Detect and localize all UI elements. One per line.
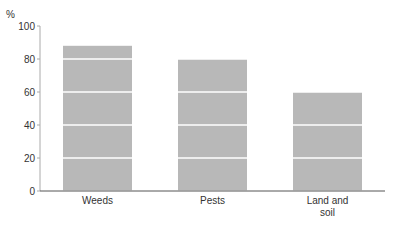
y-tick bbox=[37, 191, 40, 192]
y-tick bbox=[37, 92, 40, 93]
grid-line bbox=[40, 26, 385, 27]
y-tick bbox=[37, 26, 40, 27]
bar bbox=[63, 46, 132, 191]
grid-line bbox=[40, 124, 385, 126]
grid-line bbox=[40, 91, 385, 93]
grid-line bbox=[40, 157, 385, 159]
y-tick bbox=[37, 59, 40, 60]
y-tick-label: 100 bbox=[18, 21, 35, 32]
y-tick-label: 40 bbox=[24, 120, 36, 131]
y-tick-label: 0 bbox=[29, 186, 35, 197]
y-tick-label: 80 bbox=[24, 54, 36, 65]
grid-line bbox=[40, 190, 385, 191]
bar bbox=[293, 92, 362, 191]
chart-svg: 0 20 40 60 80 100% Weeds Pests Land andsoil bbox=[0, 0, 397, 227]
y-tick bbox=[37, 125, 40, 126]
x-tick-label: Weeds bbox=[82, 195, 113, 206]
x-tick-label: Land andsoil bbox=[307, 195, 349, 218]
y-axis-label: % bbox=[6, 9, 15, 20]
plot-area bbox=[40, 26, 385, 191]
y-tick bbox=[37, 158, 40, 159]
y-tick-label: 20 bbox=[24, 153, 36, 164]
grid-line bbox=[40, 58, 385, 60]
x-axis-line bbox=[40, 191, 385, 192]
x-tick-label: Pests bbox=[200, 195, 225, 206]
y-tick-label: 60 bbox=[24, 87, 36, 98]
chart-container: 0 20 40 60 80 100% Weeds Pests Land andsoil bbox=[0, 0, 397, 227]
y-axis-line bbox=[40, 26, 41, 191]
